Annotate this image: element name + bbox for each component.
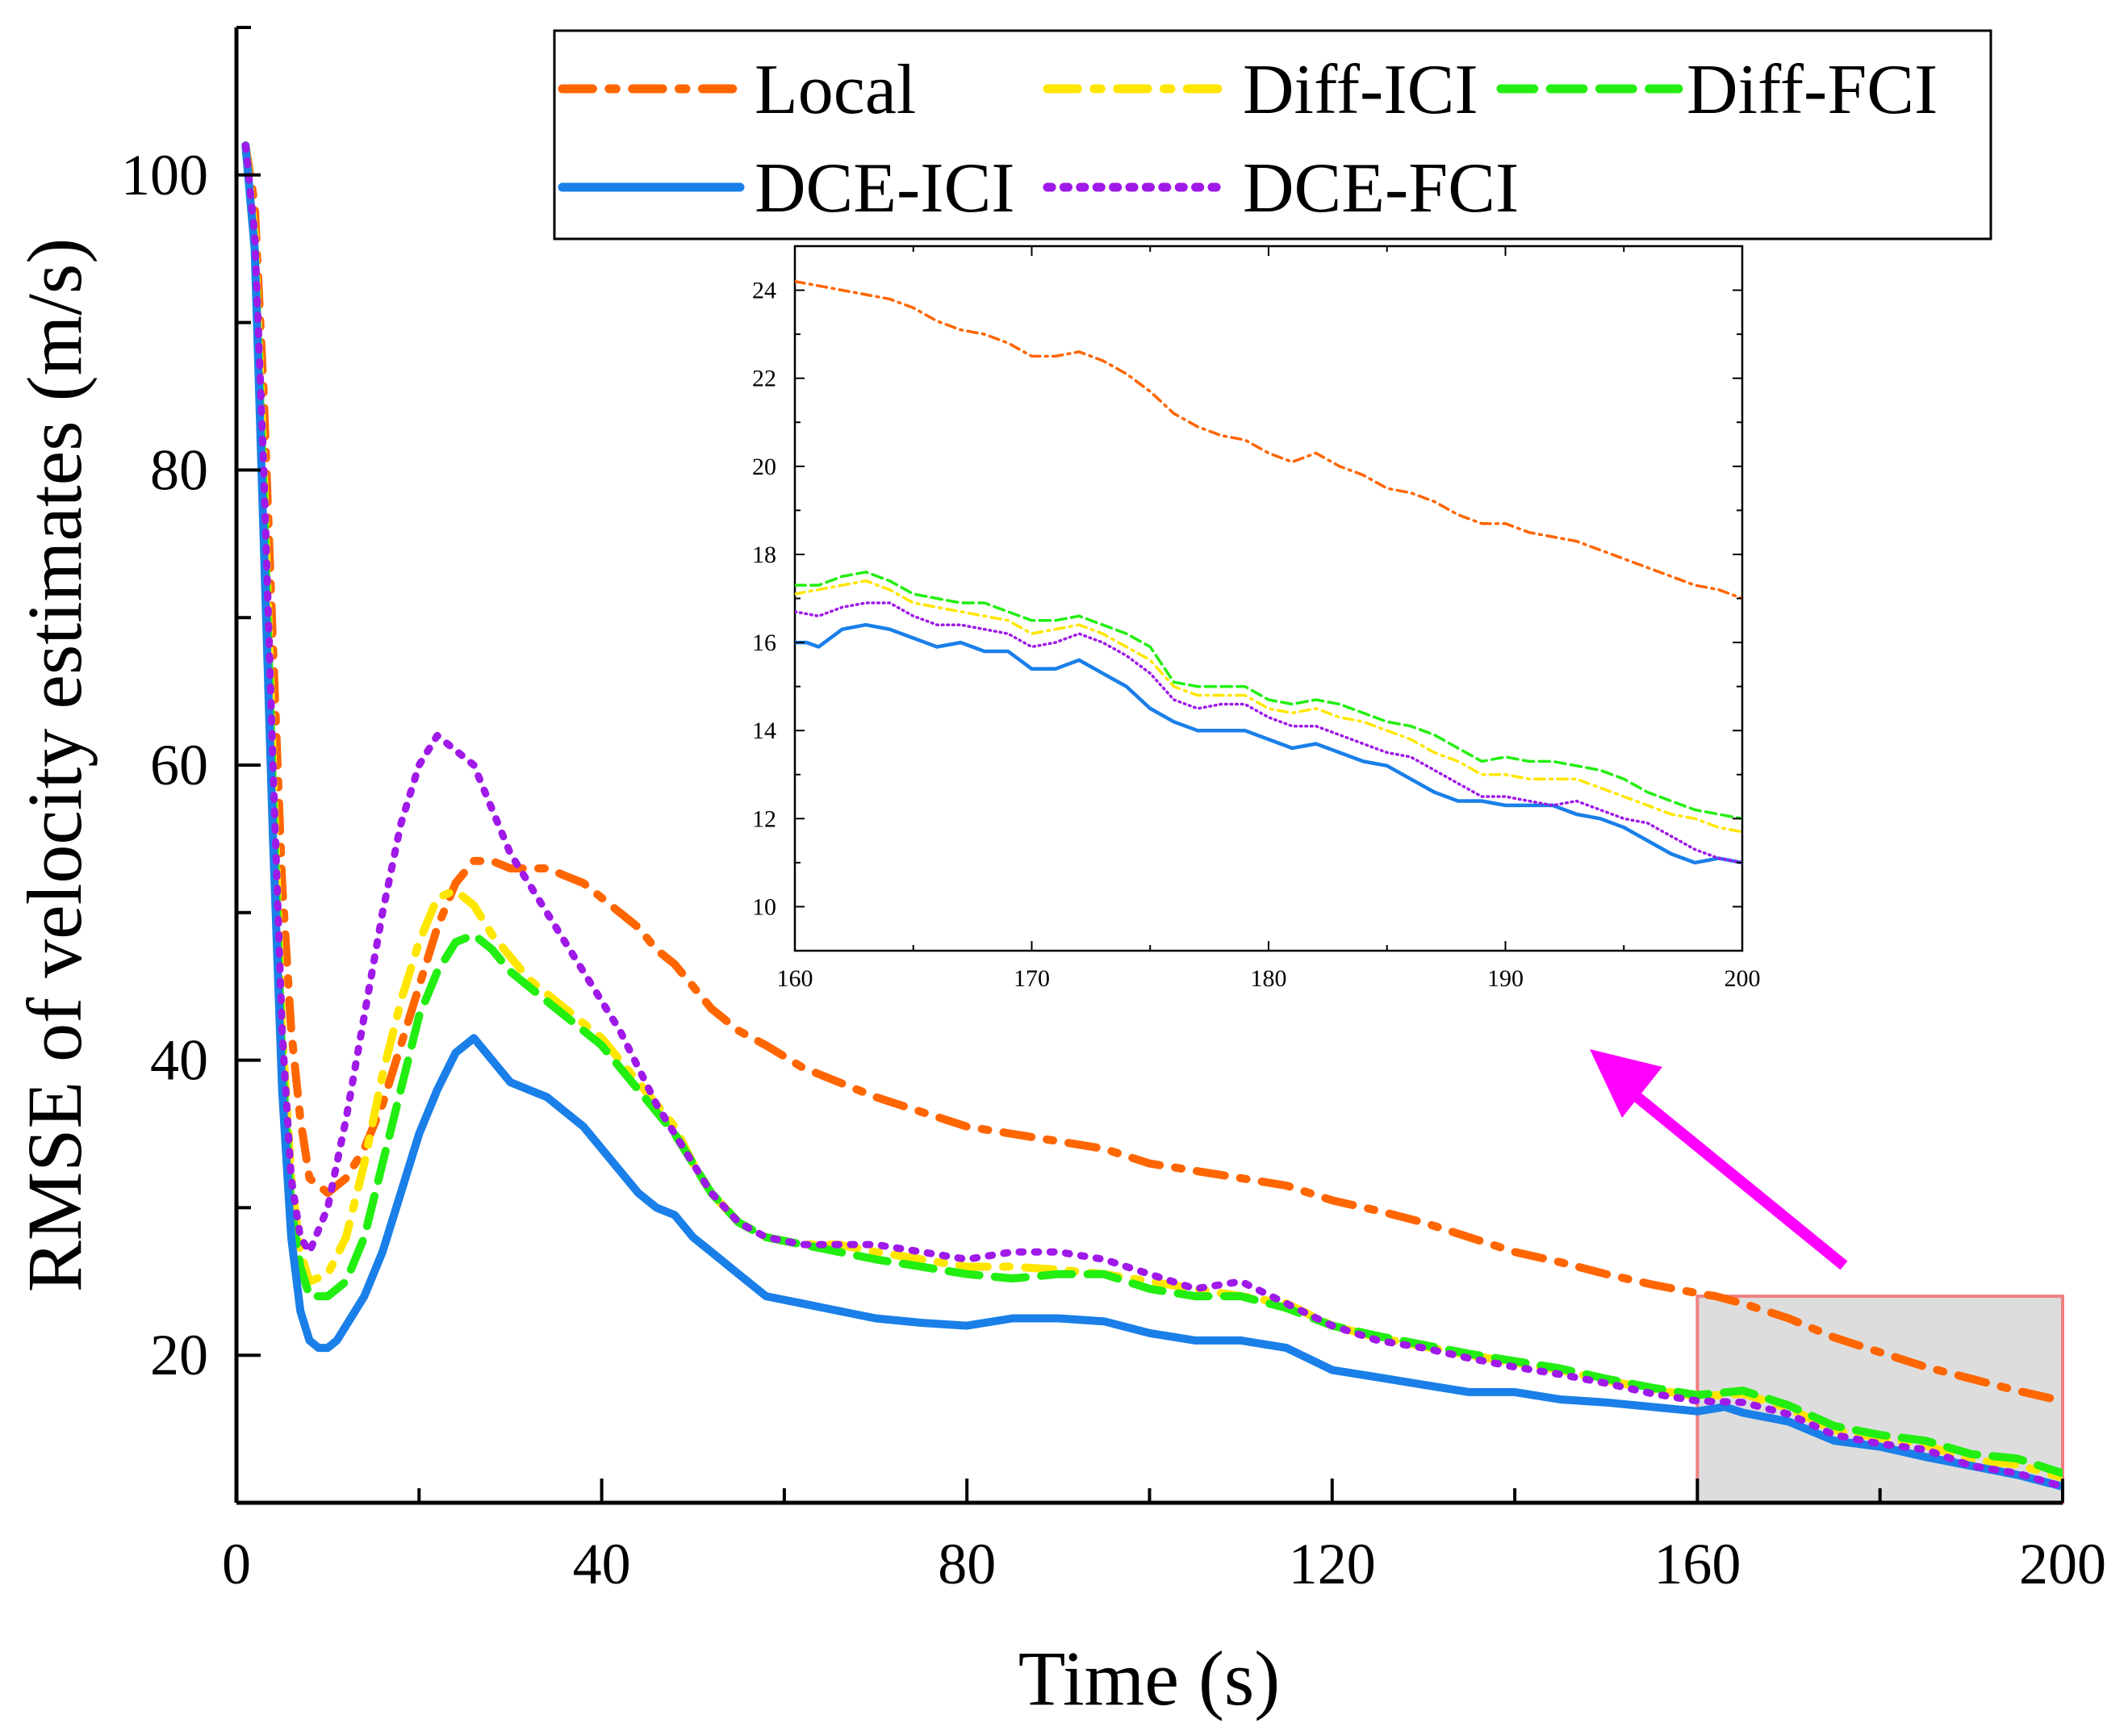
main-y-ticks: 20 40 60 80 100 xyxy=(121,26,261,1504)
inset-plot: 160 170 180 190 200 10 12 14 16 18 20 22 24 xyxy=(752,245,1761,992)
inset-y-tick-label: 14 xyxy=(752,717,776,744)
series-line-dce-ici xyxy=(241,141,2063,1491)
inset-y-ticks: 10 12 14 16 18 20 22 24 xyxy=(752,245,1742,952)
zoom-arrow xyxy=(1590,1049,1848,1270)
inset-y-tick-label: 24 xyxy=(752,278,776,304)
inset-y-tick-label: 12 xyxy=(752,805,776,832)
legend-label-dce-fci: DCE-FCI xyxy=(1243,149,1519,228)
inset-series-line-dce-fci xyxy=(795,601,1742,864)
inset-y-tick-label: 22 xyxy=(752,366,776,392)
legend-label-diff-ici: Diff-ICI xyxy=(1243,51,1478,129)
inset-series-group xyxy=(795,279,1742,865)
x-tick-label: 160 xyxy=(1653,1532,1741,1596)
x-tick-label: 40 xyxy=(573,1532,631,1596)
legend-label-dce-ici: DCE-ICI xyxy=(755,149,1015,228)
inset-y-tick-label: 20 xyxy=(752,454,776,480)
inset-x-tick-label: 170 xyxy=(1014,965,1050,992)
legend: Local Diff-ICI Diff-FCI DCE-ICI DCE-FCI xyxy=(553,29,1992,241)
inset-x-ticks: 160 170 180 190 200 xyxy=(777,246,1761,992)
inset-y-tick-label: 16 xyxy=(752,630,776,656)
y-tick-label: 40 xyxy=(150,1028,208,1093)
main-plot: 0 40 80 120 160 200 20 40 60 80 100 Time (s) RMSE… xyxy=(11,26,2106,1721)
legend-item-diff-ici: Diff-ICI xyxy=(1043,51,1478,129)
series-line-diff-fci xyxy=(241,141,2063,1478)
inset-background xyxy=(793,245,1744,952)
inset-series-line-diff-ici xyxy=(795,579,1742,834)
series-line-dce-fci xyxy=(241,141,2063,1491)
inset-y-tick-label: 10 xyxy=(752,893,776,920)
main-x-ticks: 0 40 80 120 160 200 xyxy=(222,1479,2106,1596)
x-axis-label: Time (s) xyxy=(1018,1635,1281,1721)
y-tick-label: 60 xyxy=(150,733,208,797)
x-tick-label: 120 xyxy=(1289,1532,1376,1596)
inset-x-tick-label: 200 xyxy=(1725,965,1761,992)
x-tick-label: 0 xyxy=(222,1532,251,1596)
inset-y-tick-label: 18 xyxy=(752,542,776,568)
legend-label-local: Local xyxy=(755,51,916,129)
inset-series-line-dce-ici xyxy=(795,622,1742,865)
legend-label-diff-fci: Diff-FCI xyxy=(1687,51,1938,129)
y-tick-label: 100 xyxy=(121,143,208,207)
legend-item-dce-ici: DCE-ICI xyxy=(558,149,1015,228)
inset-x-tick-label: 160 xyxy=(777,965,813,992)
inset-series-line-diff-fci xyxy=(795,571,1742,821)
legend-item-local: Local xyxy=(558,51,916,129)
y-axis-label: RMSE of velocity estimates (m/s) xyxy=(11,238,98,1293)
inset-x-tick-label: 180 xyxy=(1251,965,1287,992)
y-tick-label: 20 xyxy=(150,1323,208,1387)
y-tick-label: 80 xyxy=(150,437,208,502)
inset-x-tick-label: 190 xyxy=(1487,965,1524,992)
inset-series-line-local xyxy=(795,279,1742,600)
main-series-group xyxy=(241,141,2063,1491)
legend-box xyxy=(553,29,1992,241)
x-tick-label: 200 xyxy=(2019,1532,2106,1596)
legend-item-diff-fci: Diff-FCI xyxy=(1496,51,1938,129)
legend-item-dce-fci: DCE-FCI xyxy=(1043,149,1519,228)
x-tick-label: 80 xyxy=(938,1532,996,1596)
